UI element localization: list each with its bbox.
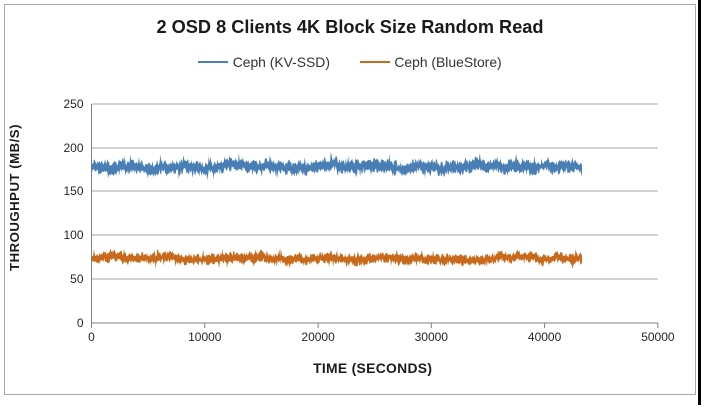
svg-text:20000: 20000 (301, 330, 335, 344)
svg-text:10000: 10000 (188, 330, 222, 344)
svg-text:150: 150 (63, 184, 83, 198)
svg-text:30000: 30000 (415, 330, 449, 344)
svg-text:50000: 50000 (641, 330, 675, 344)
svg-text:0: 0 (88, 330, 95, 344)
svg-text:100: 100 (63, 228, 83, 242)
svg-text:40000: 40000 (528, 330, 562, 344)
svg-text:200: 200 (63, 141, 83, 155)
svg-text:0: 0 (77, 316, 84, 330)
svg-text:250: 250 (63, 97, 83, 111)
svg-text:50: 50 (70, 272, 84, 286)
